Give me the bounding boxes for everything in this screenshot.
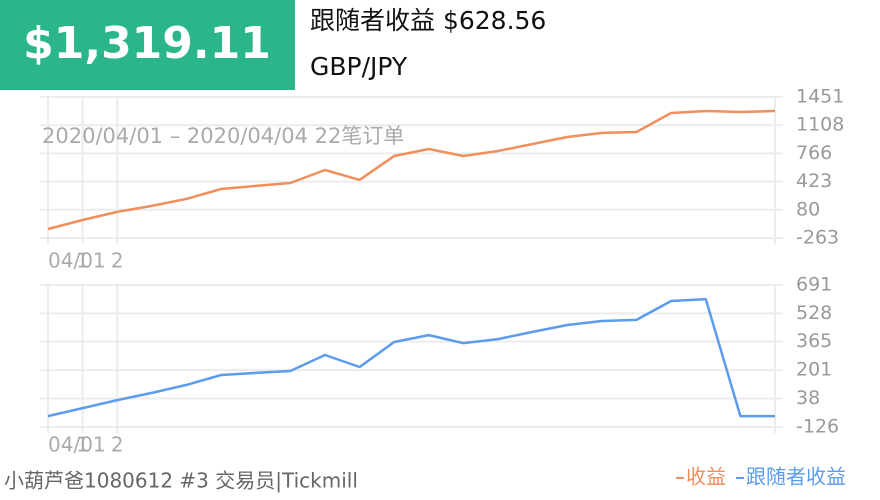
legend-label: 跟随者收益 — [746, 465, 846, 489]
x-tick-label: 2 — [111, 433, 124, 457]
y-tick-label: 1108 — [796, 114, 844, 136]
y-tick-label: 201 — [796, 359, 832, 381]
y-tick-label: 365 — [796, 330, 832, 352]
y-tick-label: -263 — [796, 227, 839, 249]
y-tick-label: 423 — [796, 170, 832, 192]
y-tick-label: -126 — [796, 416, 839, 438]
follower-profit: 跟随者收益 $628.56 — [310, 6, 546, 35]
x-tick-label: 04/01 — [48, 433, 106, 457]
subtitle: 2020/04/01 – 2020/04/04 22笔订单 — [42, 124, 404, 148]
y-tick-label: 528 — [796, 302, 832, 324]
x-tick-label: 04/01 — [48, 249, 106, 273]
data-line — [47, 297, 775, 418]
y-tick-label: 1451 — [796, 86, 844, 108]
data-line — [47, 109, 776, 231]
y-tick-label: 80 — [796, 198, 820, 220]
y-tick-label: 766 — [796, 142, 832, 164]
y-tick-label: 38 — [796, 387, 820, 409]
legend-label: 收益 — [686, 465, 726, 489]
x-tick-label: 1 — [76, 249, 89, 273]
pair: GBP/JPY — [310, 52, 408, 81]
y-tick-label: 691 — [796, 274, 832, 296]
amount-badge — [0, 0, 295, 90]
amount: $1,319.11 — [23, 18, 271, 69]
x-tick-label: 1 — [76, 433, 89, 457]
x-tick-label: 2 — [111, 249, 124, 273]
footer-trader: 小葫芦爸1080612 #3 交易员|Tickmill — [4, 469, 358, 493]
